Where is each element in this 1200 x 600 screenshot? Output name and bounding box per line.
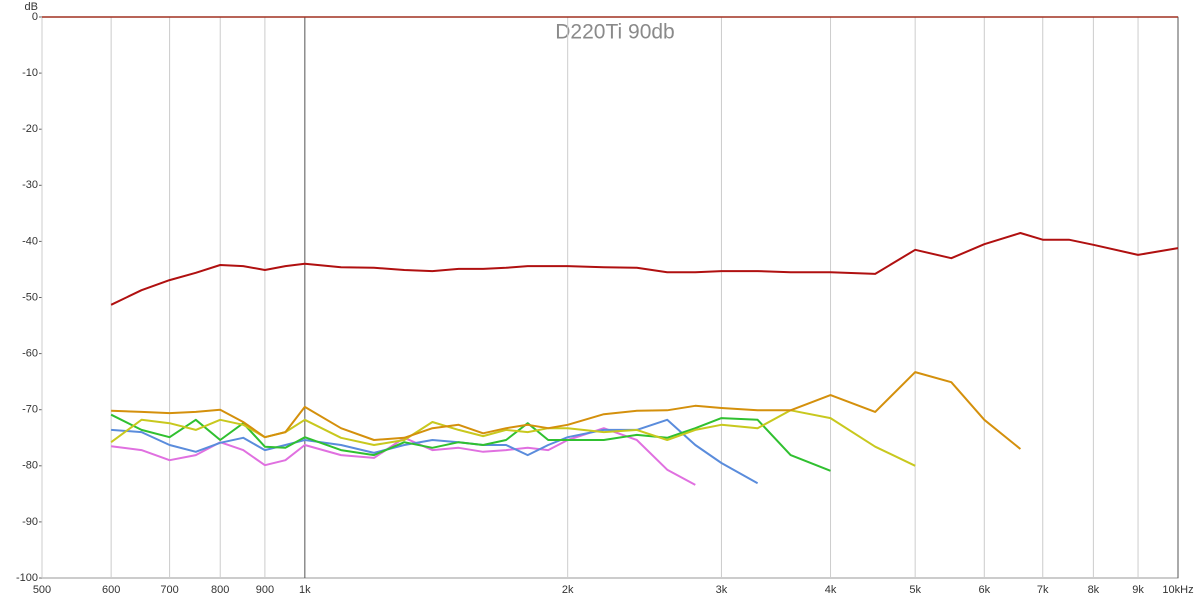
x-tick-label: 2k — [562, 584, 574, 596]
x-tick-label: 800 — [211, 584, 229, 596]
x-tick-label: 1k — [299, 584, 311, 596]
y-tick-label: -100 — [16, 572, 38, 584]
x-tick-label: 9k — [1132, 584, 1144, 596]
y-tick-label: -70 — [22, 404, 38, 416]
x-tick-label: 6k — [978, 584, 990, 596]
series-line — [110, 409, 916, 467]
series-line — [111, 371, 1022, 450]
x-tick-label: 500 — [33, 584, 51, 596]
x-tick-label: 7k — [1037, 584, 1049, 596]
x-tick-label: 600 — [102, 584, 120, 596]
series-line — [110, 232, 1179, 306]
y-tick-label: -60 — [22, 348, 38, 360]
y-tick-label: -80 — [22, 460, 38, 472]
x-tick-label: 10kHz — [1162, 584, 1193, 596]
y-tick-label: -50 — [22, 291, 38, 303]
chart-title: D220Ti 90db — [555, 21, 674, 44]
x-tick-label: 700 — [160, 584, 178, 596]
series-line — [110, 413, 831, 472]
y-tick-label: -10 — [22, 67, 38, 79]
x-tick-label: 3k — [716, 584, 728, 596]
y-axis-label: dB — [25, 1, 38, 13]
y-tick-label: -20 — [22, 123, 38, 135]
x-tick-label: 4k — [825, 584, 837, 596]
plot-area — [41, 16, 1179, 579]
y-tick-label: -30 — [22, 179, 38, 191]
x-tick-label: 900 — [256, 584, 274, 596]
y-tick-label: -90 — [22, 516, 38, 528]
x-tick-label: 5k — [909, 584, 921, 596]
y-tick-label: -40 — [22, 235, 38, 247]
x-tick-label: 8k — [1088, 584, 1100, 596]
y-tick-label: 0 — [32, 11, 38, 23]
